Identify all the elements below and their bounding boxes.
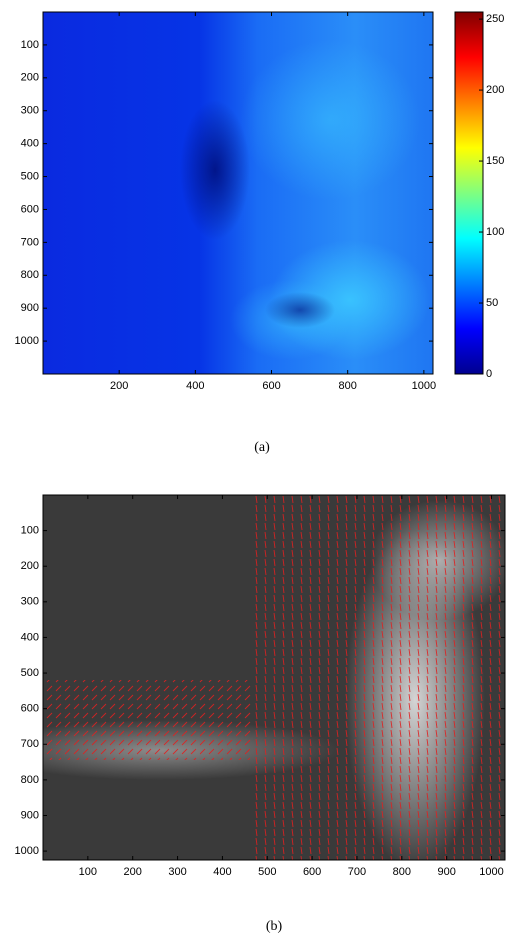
x-tick-label: 400 xyxy=(213,866,231,878)
y-tick-label: 900 xyxy=(21,809,39,821)
x-tick-label: 700 xyxy=(348,866,366,878)
colorbar-tick-label: 150 xyxy=(486,155,504,167)
x-tick-label: 400 xyxy=(186,380,204,392)
colorbar-tick-label: 250 xyxy=(486,13,504,25)
colorbar-tick-label: 200 xyxy=(486,84,504,96)
colorbar-tick-label: 0 xyxy=(486,368,492,380)
x-tick-label: 800 xyxy=(339,380,357,392)
x-tick-label: 800 xyxy=(393,866,411,878)
y-tick-label: 300 xyxy=(21,105,39,117)
y-tick-label: 400 xyxy=(21,138,39,150)
photo-image xyxy=(43,495,505,860)
y-tick-label: 100 xyxy=(21,39,39,51)
x-tick-label: 600 xyxy=(262,380,280,392)
x-tick-label: 200 xyxy=(110,380,128,392)
y-tick-label: 500 xyxy=(21,170,39,182)
colorbar xyxy=(454,11,484,375)
caption: (b) xyxy=(266,919,283,934)
x-tick-label: 300 xyxy=(168,866,186,878)
y-tick-label: 300 xyxy=(21,596,39,608)
x-tick-label: 500 xyxy=(258,866,276,878)
y-tick-label: 100 xyxy=(21,525,39,537)
y-tick-label: 200 xyxy=(21,72,39,84)
y-tick-label: 600 xyxy=(21,203,39,215)
axes-frame xyxy=(42,11,434,375)
x-tick-label: 1000 xyxy=(479,866,503,878)
colorbar-tick-label: 50 xyxy=(486,297,498,309)
x-tick-label: 200 xyxy=(124,866,142,878)
y-tick-label: 700 xyxy=(21,738,39,750)
y-tick-label: 700 xyxy=(21,236,39,248)
y-tick-label: 800 xyxy=(21,774,39,786)
y-tick-label: 500 xyxy=(21,667,39,679)
x-tick-label: 900 xyxy=(438,866,456,878)
y-tick-label: 1000 xyxy=(15,335,39,347)
caption: (a) xyxy=(254,440,270,455)
heatmap-image xyxy=(43,12,433,374)
x-tick-label: 1000 xyxy=(412,380,436,392)
y-tick-label: 1000 xyxy=(15,845,39,857)
y-tick-label: 400 xyxy=(21,631,39,643)
y-tick-label: 900 xyxy=(21,302,39,314)
y-tick-label: 200 xyxy=(21,560,39,572)
x-tick-label: 600 xyxy=(303,866,321,878)
colorbar-tick-label: 100 xyxy=(486,226,504,238)
y-tick-label: 600 xyxy=(21,703,39,715)
y-tick-label: 800 xyxy=(21,269,39,281)
axes-frame xyxy=(42,494,506,861)
x-tick-label: 100 xyxy=(79,866,97,878)
